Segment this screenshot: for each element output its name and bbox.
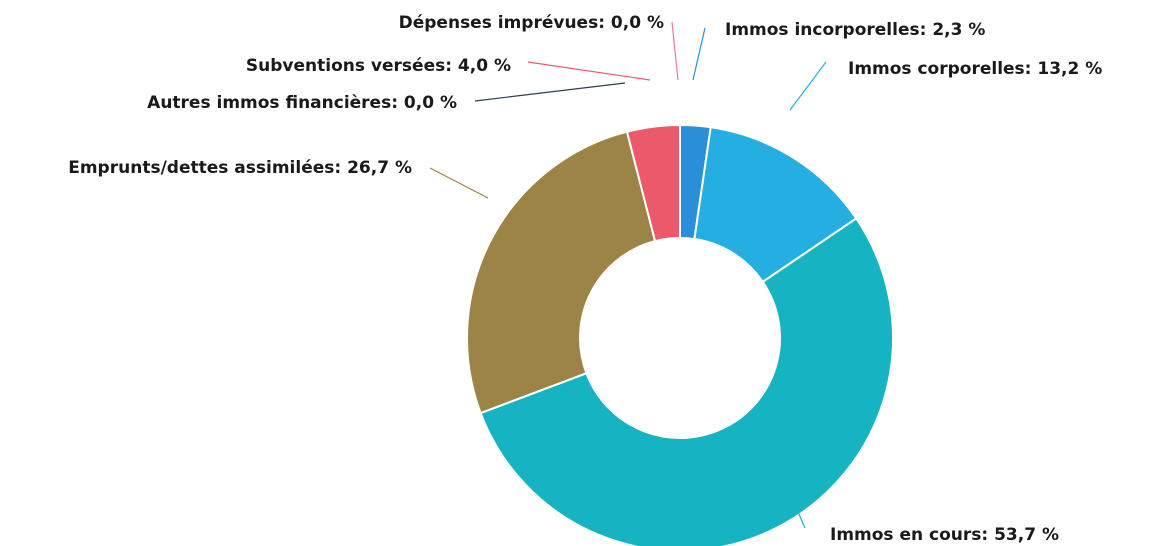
label-subventions-versees: Subventions versées: 4,0 %: [246, 56, 511, 76]
leader-line-autres-immos-financieres: [474, 82, 626, 102]
label-depenses-imprevues: Dépenses imprévues: 0,0 %: [399, 13, 664, 33]
leader-line-emprunts-dettes-assimilees: [429, 167, 489, 199]
slice-immos-en-cours[interactable]: [479, 217, 894, 546]
leader-line-immos-en-cours: [794, 504, 806, 529]
leader-lines-group: [429, 21, 827, 529]
labels-group: Immos incorporelles: 2,3 % Immos corporel…: [68, 13, 1102, 545]
slices-group: [466, 123, 894, 546]
label-immos-incorporelles: Immos incorporelles: 2,3 %: [725, 20, 985, 40]
slice-subventions-versees[interactable]: [625, 123, 681, 243]
slice-emprunts-dettes-assimilees[interactable]: [466, 130, 657, 415]
slice-immos-corporelles[interactable]: [693, 126, 858, 284]
leader-line-immos-corporelles: [789, 61, 827, 111]
label-immos-corporelles: Immos corporelles: 13,2 %: [848, 59, 1102, 79]
leader-line-subventions-versees: [527, 61, 651, 81]
label-emprunts-dettes-assimilees: Emprunts/dettes assimilées: 26,7 %: [68, 158, 412, 178]
leader-line-depenses-imprevues: [671, 21, 679, 81]
leader-line-immos-incorporelles: [692, 27, 706, 81]
label-immos-en-cours: Immos en cours: 53,7 %: [830, 525, 1059, 545]
label-autres-immos-financieres: Autres immos financières: 0,0 %: [147, 93, 457, 113]
